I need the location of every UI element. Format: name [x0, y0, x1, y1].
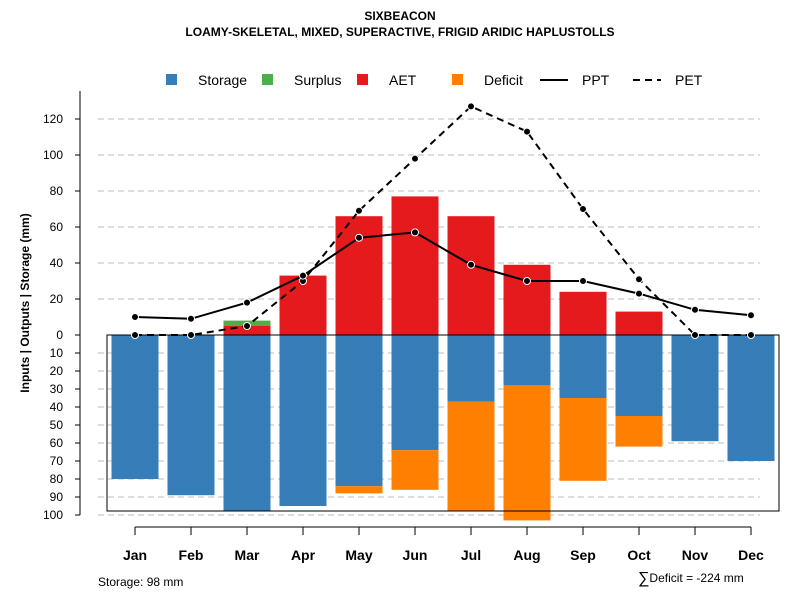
- x-tick-label: May: [345, 547, 372, 563]
- pet-line: [135, 105, 751, 336]
- storage-bar: [503, 335, 551, 386]
- storage-bar: [223, 335, 271, 512]
- y-tick-label: 30: [50, 382, 64, 396]
- storage-bar: [615, 335, 663, 416]
- y-tick-label: 60: [50, 436, 64, 450]
- ppt-point: [467, 260, 475, 269]
- storage-bar: [671, 335, 719, 442]
- x-tick-label: Mar: [235, 547, 260, 563]
- deficit-bar: [391, 450, 439, 490]
- ppt-point: [299, 271, 307, 280]
- deficit-bar: [447, 401, 495, 512]
- ppt-point: [579, 277, 587, 285]
- y-tick-label: 60: [50, 220, 64, 234]
- deficit-bar: [335, 486, 383, 494]
- y-tick-label: 100: [43, 508, 63, 522]
- legend-label-surplus: Surplus: [294, 72, 341, 88]
- pet-point: [579, 205, 587, 213]
- legend-label-aet: AET: [389, 72, 417, 88]
- y-tick-label: 40: [50, 256, 64, 270]
- y-tick-label: 90: [50, 490, 64, 504]
- storage-bar: [335, 335, 383, 487]
- pet-point: [131, 331, 139, 339]
- pet-point: [355, 206, 363, 215]
- chart-title: SIXBEACON: [364, 9, 436, 23]
- aet-bar: [559, 291, 607, 335]
- pet-point: [467, 102, 475, 111]
- ppt-point: [411, 228, 419, 237]
- x-tick-label: Feb: [179, 547, 204, 563]
- ppt-point: [747, 311, 755, 320]
- pet-point: [411, 154, 419, 163]
- pet-point: [747, 331, 755, 339]
- y-tick-label: 120: [43, 112, 63, 126]
- legend-label-ppt: PPT: [582, 72, 610, 88]
- x-tick-label: Apr: [291, 547, 316, 563]
- aet-bar: [223, 326, 271, 335]
- pet-point: [635, 275, 643, 284]
- pet-point: [523, 127, 531, 136]
- ppt-point: [187, 314, 195, 323]
- legend-label-pet: PET: [675, 72, 703, 88]
- ppt-point: [131, 313, 139, 321]
- ppt-point: [635, 289, 643, 298]
- y-tick-label: 10: [50, 346, 64, 360]
- ppt-point: [523, 277, 531, 285]
- ppt-point: [355, 233, 363, 242]
- y-tick-label: 80: [50, 472, 64, 486]
- storage-bar: [167, 335, 215, 496]
- sum-symbol: ∑: [638, 570, 650, 587]
- y-tick-label: 80: [50, 184, 64, 198]
- storage-bar: [447, 335, 495, 402]
- y-tick-label: 50: [50, 418, 64, 432]
- ppt-point: [691, 305, 699, 314]
- deficit-note: ∑Deficit = -224 mm: [638, 570, 744, 588]
- y-tick-label: 70: [50, 454, 64, 468]
- pet-point: [243, 322, 251, 330]
- y-tick-label: 20: [50, 292, 64, 306]
- storage-bar: [391, 335, 439, 451]
- x-tick-label: Jul: [461, 547, 481, 563]
- x-tick-label: Aug: [513, 547, 540, 563]
- legend-label-deficit: Deficit: [484, 72, 523, 88]
- aet-bar: [279, 275, 327, 335]
- ppt-line: [134, 231, 752, 320]
- x-tick-label: Nov: [682, 547, 709, 563]
- ppt-point: [243, 298, 251, 307]
- aet-bar: [615, 311, 663, 335]
- pet-point: [691, 331, 699, 339]
- deficit-total: Deficit = -224 mm: [649, 571, 744, 585]
- x-tick-label: Dec: [738, 547, 764, 563]
- y-tick-label: 20: [50, 364, 64, 378]
- y-tick-label: 0: [56, 328, 63, 342]
- deficit-bar: [503, 385, 551, 521]
- storage-bar: [559, 335, 607, 398]
- aet-bar: [447, 216, 495, 335]
- legend-swatch-deficit: [452, 74, 463, 85]
- y-axis-label: Inputs | Outputs | Storage (mm): [18, 213, 32, 392]
- storage-bar: [111, 335, 159, 479]
- legend-swatch-aet: [357, 74, 368, 85]
- storage-bar: [727, 335, 775, 461]
- storage-note: Storage: 98 mm: [98, 575, 184, 589]
- legend-label-storage: Storage: [198, 72, 247, 88]
- y-tick-label: 100: [43, 148, 63, 162]
- x-tick-label: Oct: [627, 547, 651, 563]
- aet-bar: [391, 196, 439, 335]
- legend-swatch-storage: [166, 74, 177, 85]
- deficit-bar: [615, 416, 663, 447]
- storage-bar: [279, 335, 327, 506]
- pet-point: [187, 331, 195, 339]
- x-tick-label: Sep: [570, 547, 596, 563]
- legend-swatch-surplus: [262, 74, 273, 85]
- y-tick-label: 40: [50, 400, 64, 414]
- deficit-bar: [559, 398, 607, 481]
- chart-subtitle: LOAMY-SKELETAL, MIXED, SUPERACTIVE, FRIG…: [185, 25, 615, 39]
- x-tick-label: Jan: [123, 547, 147, 563]
- x-tick-label: Jun: [403, 547, 428, 563]
